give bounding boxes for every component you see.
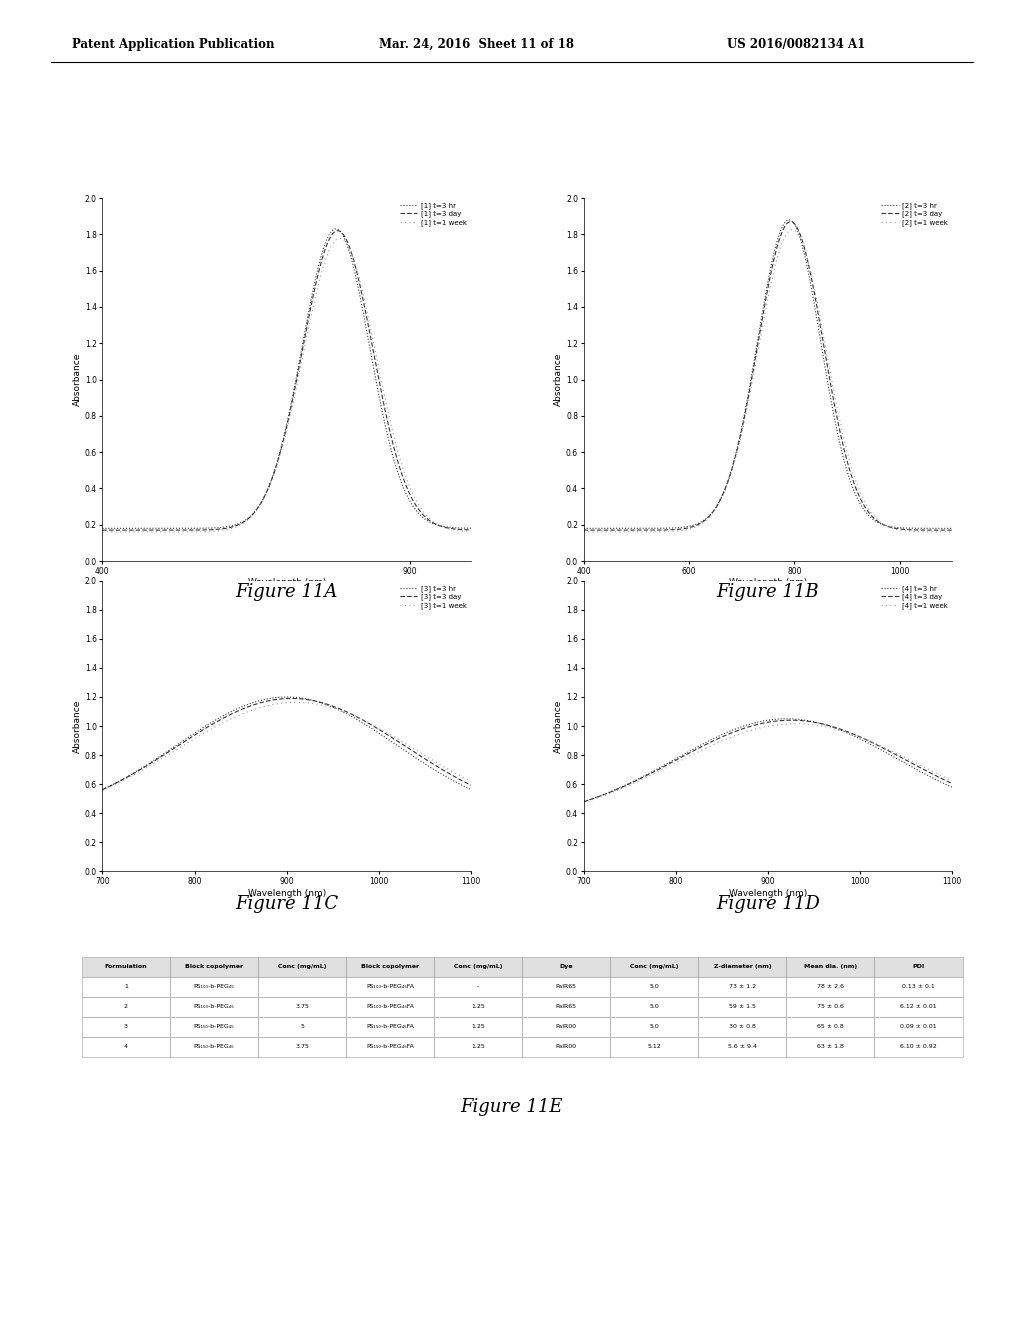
Text: Figure 11B: Figure 11B [717,583,819,602]
Legend: [2] t=3 hr, [2] t=3 day, [2] t=1 week: [2] t=3 hr, [2] t=3 day, [2] t=1 week [881,202,949,227]
Y-axis label: Absorbance: Absorbance [73,352,82,407]
Text: US 2016/0082134 A1: US 2016/0082134 A1 [727,37,865,50]
X-axis label: Wavelength (nm): Wavelength (nm) [729,888,807,898]
X-axis label: Wavelength (nm): Wavelength (nm) [248,578,326,587]
Legend: [1] t=3 hr, [1] t=3 day, [1] t=1 week: [1] t=3 hr, [1] t=3 day, [1] t=1 week [399,202,468,227]
Text: Figure 11C: Figure 11C [236,895,338,913]
Y-axis label: Absorbance: Absorbance [554,700,563,752]
Text: Figure 11A: Figure 11A [236,583,338,602]
Legend: [4] t=3 hr, [4] t=3 day, [4] t=1 week: [4] t=3 hr, [4] t=3 day, [4] t=1 week [881,585,949,610]
Text: Figure 11E: Figure 11E [461,1098,563,1117]
Text: Figure 11D: Figure 11D [716,895,820,913]
Legend: [3] t=3 hr, [3] t=3 day, [3] t=1 week: [3] t=3 hr, [3] t=3 day, [3] t=1 week [399,585,468,610]
X-axis label: Wavelength (nm): Wavelength (nm) [248,888,326,898]
X-axis label: Wavelength (nm): Wavelength (nm) [729,578,807,587]
Text: Mar. 24, 2016  Sheet 11 of 18: Mar. 24, 2016 Sheet 11 of 18 [379,37,573,50]
Y-axis label: Absorbance: Absorbance [554,352,563,407]
Text: Patent Application Publication: Patent Application Publication [72,37,274,50]
Y-axis label: Absorbance: Absorbance [73,700,82,752]
